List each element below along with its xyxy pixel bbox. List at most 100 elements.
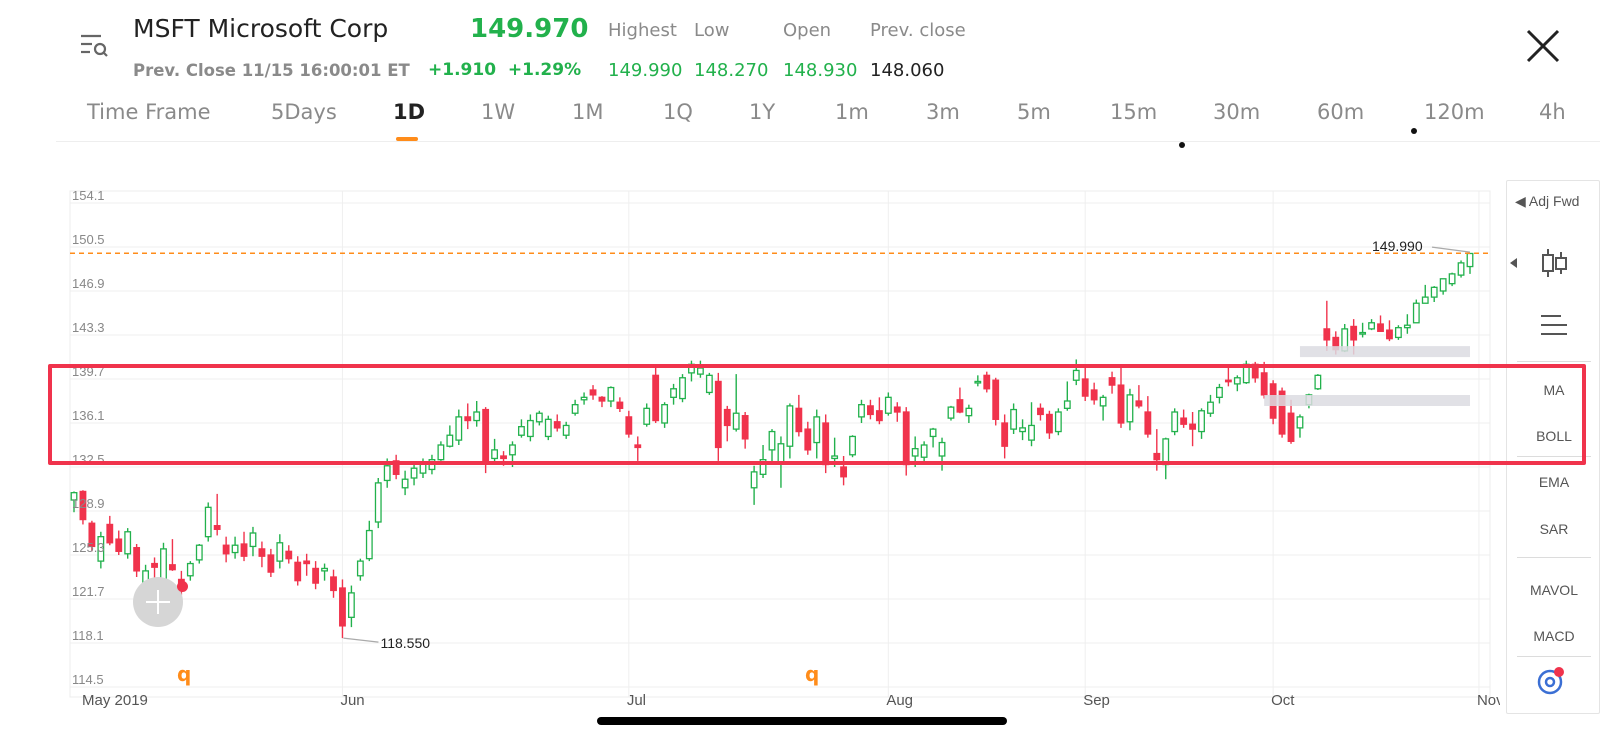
candle-up [813,416,821,444]
tab-30m[interactable]: 30m [1213,100,1261,124]
chart-overlays: 149.990 118.550 [70,238,1490,651]
candle-up [759,459,767,475]
candlestick-icon[interactable] [1537,247,1571,279]
candle-up [518,426,525,436]
candle-up [1126,394,1134,423]
candle-down [1001,422,1009,447]
candle-up [1439,278,1447,292]
candle-down [1287,412,1295,442]
indicator-ema[interactable]: EMA [1538,474,1570,490]
tab-60m[interactable]: 60m [1317,100,1365,124]
tab-1d[interactable]: 1D [393,100,426,124]
panel-divider [1517,557,1591,558]
candle-down [1180,417,1188,425]
candle-down [267,554,275,573]
tab-5m[interactable]: 5m [1017,100,1051,124]
tab-1w[interactable]: 1W [481,100,516,124]
add-drawing-button[interactable] [133,577,183,627]
candle-up [1054,411,1062,433]
candle-up [455,416,463,441]
candle-up [929,428,937,438]
panel-divider [1517,456,1591,457]
indicator-ma[interactable]: MA [1543,382,1565,398]
collapse-arrow-icon[interactable] [1509,257,1519,269]
candle-up [750,471,758,489]
x-tick-label: Sep [1083,692,1110,709]
candle-up [446,434,454,447]
candle-down [330,576,337,592]
candle-up [1028,424,1035,441]
candle-down [1081,378,1089,397]
candles [70,252,1474,639]
candle-down [258,548,266,557]
dot-marker [1179,142,1185,148]
indicator-boll[interactable]: BOLL [1536,428,1572,444]
candle-up [204,506,212,538]
candle-up [732,412,740,430]
candle-down [169,564,176,571]
candle-down [956,399,964,413]
tab-120m[interactable]: 120m [1424,100,1485,124]
panel-divider [1517,656,1591,657]
indicator-macd[interactable]: MACD [1533,628,1575,644]
earnings-q-icon[interactable]: q [177,662,192,686]
menu-search-icon[interactable] [78,30,110,62]
annotation-leader [1431,246,1471,253]
candle-down [652,374,660,422]
tab-time-frame[interactable]: Time Frame [87,100,211,124]
candle-up [1412,302,1420,324]
stock-title: MSFT Microsoft Corp [133,14,389,43]
list-lines-icon[interactable] [1539,313,1569,337]
candle-up [1072,369,1080,381]
notification-dot [177,581,188,592]
candle-down [294,561,302,582]
tab-15m[interactable]: 15m [1110,100,1158,124]
x-tick-label: Jun [340,692,364,709]
tab-1y[interactable]: 1Y [749,100,776,124]
candle-up [1421,296,1429,304]
candle-up [526,419,534,438]
candle-down [589,389,597,396]
x-tick-label: Oct [1271,692,1295,709]
home-indicator[interactable] [597,717,1007,725]
indicator-mavol[interactable]: MAVOL [1530,582,1578,598]
tab-5days[interactable]: 5Days [271,100,337,124]
tab-1q[interactable]: 1Q [663,100,693,124]
candle-up [831,455,839,460]
last-price: 149.970 [470,14,589,44]
y-tick-label: 121.7 [72,584,105,599]
candle-up [1198,410,1205,433]
tab-4h[interactable]: 4h [1539,100,1566,124]
candle-up [920,444,928,458]
candle-down [804,428,812,451]
candle-down [1117,384,1125,424]
indicator-settings-icon[interactable] [1532,664,1568,700]
candle-up [768,430,776,451]
candle-down [339,587,346,627]
y-tick-label: 154.1 [72,188,105,203]
x-axis-labels: May 2019 Jun Jul Aug Sep Oct Nov [82,692,1500,709]
candle-up [1403,324,1411,329]
close-icon[interactable] [1525,28,1561,64]
candle-up [1457,262,1465,276]
earnings-q-icon[interactable]: q [805,662,820,686]
candle-up [1368,322,1375,330]
candle-down [213,525,221,530]
candle-up [365,529,373,560]
y-tick-label: 146.9 [72,276,105,291]
y-tick-label: 114.5 [72,672,104,687]
stat-value-low: 148.270 [694,60,769,81]
tab-3m[interactable]: 3m [926,100,960,124]
x-tick-label: Aug [886,692,913,709]
candle-up [1359,331,1367,335]
tab-1m-minute[interactable]: 1m [835,100,869,124]
candle-down [634,444,642,449]
dot-marker [1411,128,1417,134]
candle-down [151,562,158,568]
adj-fwd-toggle[interactable]: ◀ Adj Fwd [1515,193,1580,209]
y-tick-label: 125.3 [72,540,105,555]
tab-1m-month[interactable]: 1M [572,100,604,124]
indicator-sar[interactable]: SAR [1539,521,1569,537]
candle-down [392,460,400,475]
